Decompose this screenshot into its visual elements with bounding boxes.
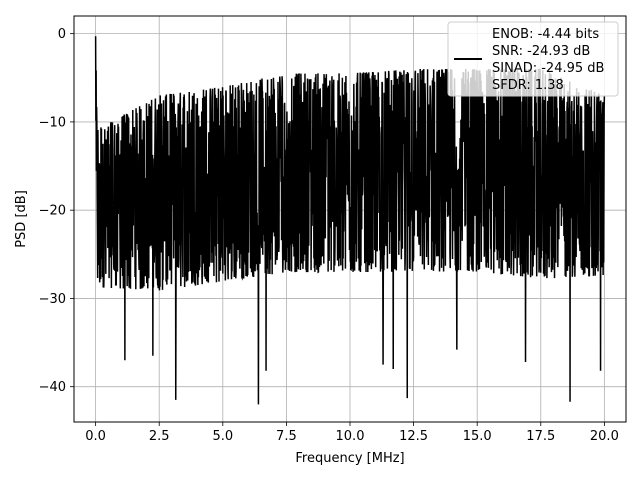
legend-entry-snr: SNR: -24.93 dB bbox=[492, 44, 590, 59]
series-line-psd bbox=[94, 36, 606, 405]
x-tick-label: 5.0 bbox=[212, 429, 233, 444]
x-tick-label: 17.5 bbox=[526, 429, 555, 444]
x-tick-label: 10.0 bbox=[336, 429, 365, 444]
legend-box bbox=[447, 21, 619, 97]
legend-entry-sfdr: SFDR: 1.38 bbox=[492, 78, 564, 93]
y-axis-label: PSD [dB] bbox=[14, 190, 29, 248]
x-tick-label: 15.0 bbox=[463, 429, 492, 444]
y-tick-label: −10 bbox=[39, 115, 66, 130]
x-tick-label: 0.0 bbox=[85, 429, 106, 444]
y-tick-label: −20 bbox=[39, 204, 66, 219]
y-tick-label: −30 bbox=[39, 292, 66, 307]
x-tick-label: 12.5 bbox=[399, 429, 428, 444]
y-axis: 0 −10 −20 −30 −40 bbox=[39, 27, 74, 395]
legend: ENOB: -4.44 bits SNR: -24.93 dB SINAD: -… bbox=[447, 21, 619, 97]
x-tick-label: 2.5 bbox=[149, 429, 170, 444]
x-tick-label: 20.0 bbox=[590, 429, 619, 444]
x-axis: 0.0 2.5 5.0 7.5 10.0 12.5 15.0 17.5 20.0 bbox=[85, 422, 619, 444]
y-tick-label: −40 bbox=[39, 380, 66, 395]
x-tick-label: 7.5 bbox=[276, 429, 297, 444]
plot-area bbox=[94, 36, 606, 405]
y-tick-label: 0 bbox=[58, 27, 66, 42]
legend-entry-enob: ENOB: -4.44 bits bbox=[492, 27, 599, 42]
x-axis-label: Frequency [MHz] bbox=[295, 451, 404, 466]
legend-entry-sinad: SINAD: -24.95 dB bbox=[492, 61, 604, 76]
